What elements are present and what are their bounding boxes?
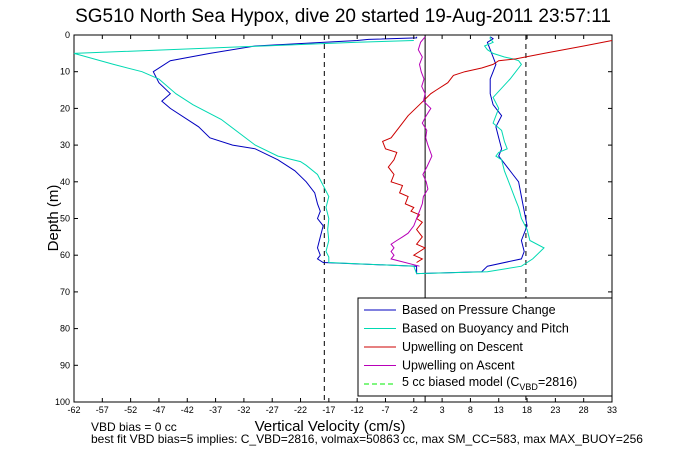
- y-tick-label: 60: [60, 250, 70, 260]
- x-tick-label: 23: [550, 405, 560, 415]
- series-line-1: [73, 36, 545, 275]
- x-tick-label: -22: [294, 405, 307, 415]
- x-tick-label: 18: [522, 405, 532, 415]
- legend-label-model: 5 cc biased model (CVBD=2816): [402, 375, 577, 392]
- y-tick-label: 40: [60, 177, 70, 187]
- series-layer: [73, 36, 613, 275]
- y-tick-label: 70: [60, 287, 70, 297]
- series-line-3: [390, 36, 433, 267]
- x-tick-label: -27: [266, 405, 279, 415]
- y-axis-label: Depth (m): [45, 185, 62, 252]
- x-tick-label: -7: [381, 405, 389, 415]
- vbd-bias-note: VBD bias = 0 cc: [91, 420, 177, 434]
- y-tick-label: 50: [60, 214, 70, 224]
- y-tick-label: 100: [55, 397, 70, 407]
- legend-label-1: Based on Buoyancy and Pitch: [402, 322, 569, 336]
- x-tick-label: -17: [322, 405, 335, 415]
- x-tick-label: -47: [152, 405, 165, 415]
- x-tick-label: -2: [410, 405, 418, 415]
- y-tick-label: 10: [60, 67, 70, 77]
- y-tick-label: 90: [60, 360, 70, 370]
- x-tick-label: -42: [181, 405, 194, 415]
- x-tick-label: 3: [440, 405, 445, 415]
- series-line-0: [152, 36, 528, 275]
- x-axis-label: Vertical Velocity (cm/s): [255, 418, 406, 435]
- x-tick-label: -32: [237, 405, 250, 415]
- legend-label-3: Upwelling on Ascent: [402, 359, 515, 373]
- legend-label-2: Upwelling on Descent: [402, 340, 523, 354]
- y-tick-label: 80: [60, 324, 70, 334]
- x-tick-label: -12: [351, 405, 364, 415]
- legend: Based on Pressure Change Based on Buoyanc…: [357, 297, 613, 397]
- x-tick-label: 28: [579, 405, 589, 415]
- x-tick-label: -52: [124, 405, 137, 415]
- y-tick-label: 0: [65, 30, 70, 40]
- x-tick-label: 13: [494, 405, 504, 415]
- x-tick-label: 33: [607, 405, 617, 415]
- x-tick-label: -62: [67, 405, 80, 415]
- chart-title: SG510 North Sea Hypox, dive 20 started 1…: [75, 6, 611, 27]
- x-tick-label: -57: [96, 405, 109, 415]
- ticks-layer: -62 -57 -52 -47 -42 -37 -32 -27 -22 -17 -12 -7 -2 3 8 1…: [55, 30, 617, 415]
- x-tick-label: 8: [468, 405, 473, 415]
- y-tick-label: 20: [60, 103, 70, 113]
- series-line-2: [381, 40, 613, 263]
- legend-box: [357, 297, 613, 397]
- best-fit-note: best fit VBD bias=5 implies: C_VBD=2816,…: [91, 432, 643, 446]
- legend-label-0: Based on Pressure Change: [402, 303, 556, 317]
- legend-entries: Based on Pressure Change Based on Buoyanc…: [364, 303, 569, 385]
- x-tick-label: -37: [209, 405, 222, 415]
- y-tick-label: 30: [60, 140, 70, 150]
